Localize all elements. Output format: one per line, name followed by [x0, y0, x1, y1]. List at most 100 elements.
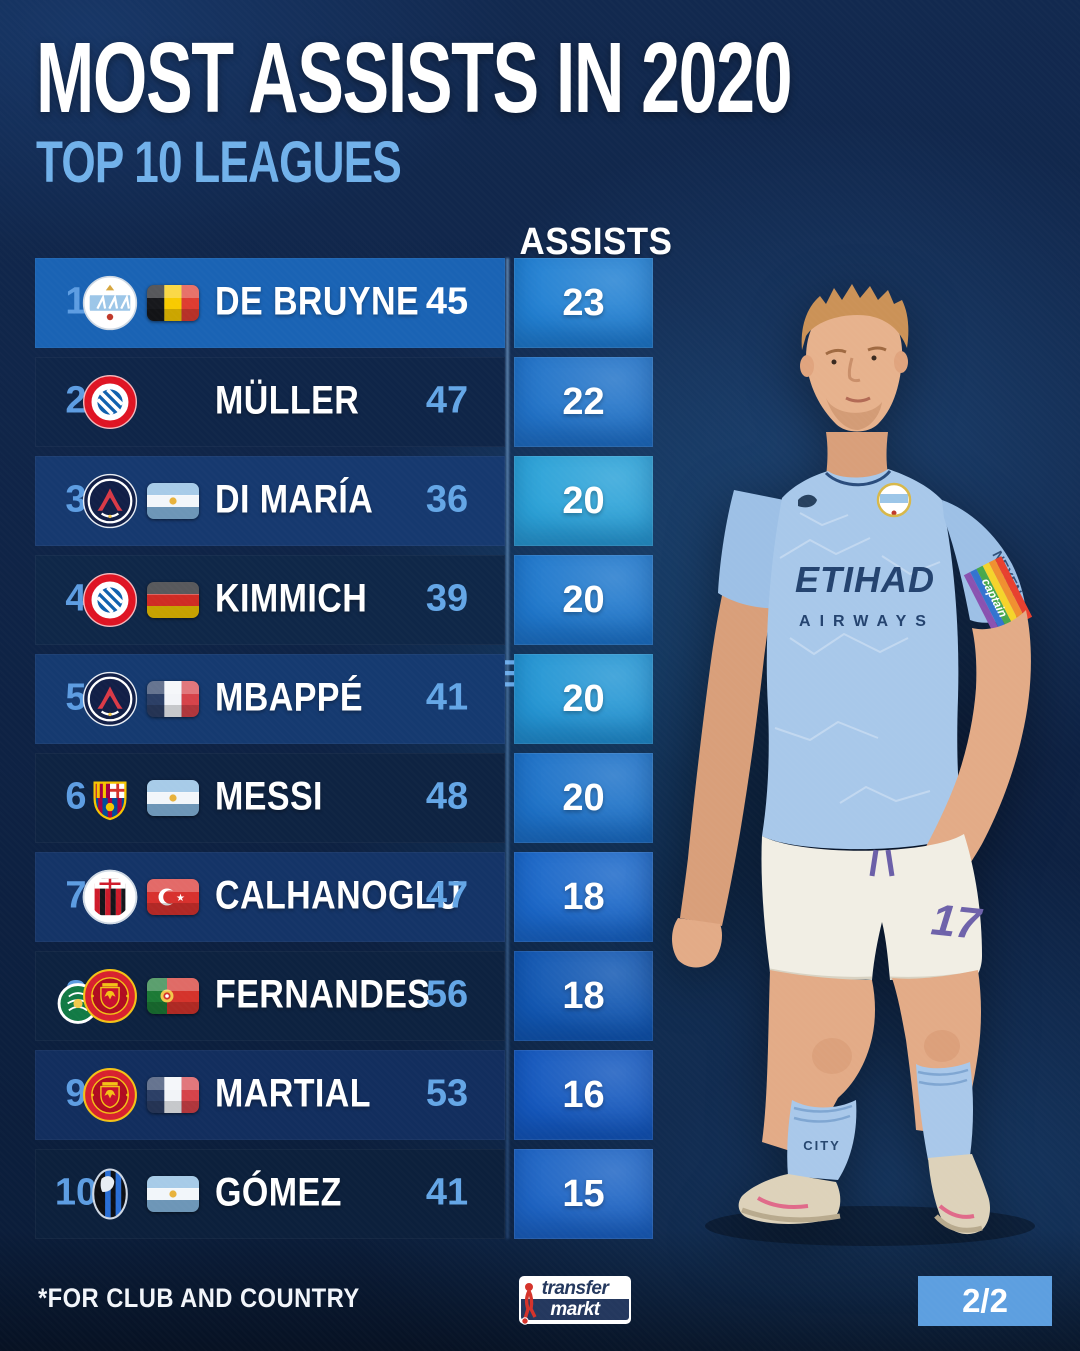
page-subtitle: TOP 10 LEAGUES: [36, 130, 402, 195]
row-background: 7 ★ CALHANOGLU 47: [35, 852, 505, 942]
club-badge: [82, 275, 138, 331]
rank-label: 1: [65, 280, 87, 323]
row-background: 6 MESSI 48: [35, 753, 505, 843]
transfermarkt-logo: transfer markt: [519, 1276, 631, 1325]
club-badge: [82, 671, 138, 727]
country-flag: [147, 1077, 203, 1113]
games-value: 56: [425, 973, 469, 1016]
assists-value: 15: [562, 1172, 605, 1215]
player-name: KIMMICH: [215, 576, 368, 621]
assists-cell: 20: [514, 753, 653, 843]
assists-cell: 20: [514, 555, 653, 645]
player-name: MBAPPÉ: [215, 675, 364, 720]
svg-text:★: ★: [176, 893, 185, 904]
flag-argentina-icon: [147, 780, 199, 816]
club-badge-manchester-united-icon: [83, 969, 137, 1023]
player-name: FERNANDES: [215, 972, 431, 1017]
club-badge: [57, 968, 138, 1024]
flag-portugal-icon: [147, 978, 199, 1014]
flag-germany-icon: [147, 582, 199, 618]
games-value: 36: [425, 478, 469, 521]
country-flag: ★: [147, 879, 203, 915]
club-badge: [82, 1067, 138, 1123]
assists-value: 22: [562, 380, 605, 423]
shirt-sponsor-text: ETIHAD: [795, 559, 935, 600]
page-title: MOST ASSISTS IN 2020: [36, 22, 793, 134]
club-badge: [82, 869, 138, 925]
table-row: 5 MBAPPÉ 41 20: [35, 654, 655, 744]
rank-label: 6: [65, 775, 87, 818]
player-name: CALHANOGLU: [215, 873, 462, 918]
player-name: GÓMEZ: [215, 1170, 342, 1215]
assists-cell: 18: [514, 852, 653, 942]
rank-label: 4: [65, 577, 87, 620]
flag-belgium-icon: [147, 285, 199, 321]
country-flag: [147, 582, 203, 618]
rank-label: 5: [65, 676, 87, 719]
country-flag: [147, 1176, 203, 1212]
club-badge: [82, 473, 138, 529]
assists-cell: 23: [514, 258, 653, 348]
rank-label: 2: [65, 379, 87, 422]
assists-table: 1 DE BRUYNE 45 23 2 MÜLLER 47 22: [35, 258, 655, 1239]
footnote: *FOR CLUB AND COUNTRY: [38, 1283, 360, 1313]
club-badge-bayern-munich-icon: [82, 374, 138, 430]
assists-value: 20: [562, 677, 605, 720]
club-badge-psg-icon: [82, 473, 138, 529]
games-value: 39: [425, 577, 469, 620]
table-row: 6 MESSI 48 20: [35, 753, 655, 843]
player-name: MARTIAL: [215, 1071, 371, 1116]
player-name: DI MARÍA: [215, 477, 374, 522]
table-row: 1 DE BRUYNE 45 23: [35, 258, 655, 348]
assists-value: 18: [562, 974, 605, 1017]
table-row: 2 MÜLLER 47 22: [35, 357, 655, 447]
player-name: MESSI: [215, 774, 323, 819]
assists-value: 23: [562, 281, 605, 324]
sleeve-sponsor-text: NEXEN: [989, 548, 1025, 598]
armband-text: captain: [979, 576, 1011, 620]
rank-label: 9: [65, 1072, 87, 1115]
assists-value: 20: [562, 479, 605, 522]
country-flag: [147, 780, 203, 816]
row-background: 4 KIMMICH 39: [35, 555, 505, 645]
row-background: 8 FERNANDES 56: [35, 951, 505, 1041]
club-badge: [82, 374, 138, 430]
club-badge: [82, 1166, 138, 1222]
row-background: 9 MARTIAL 53: [35, 1050, 505, 1140]
country-flag: [147, 384, 203, 420]
rainbow-captain-armband: captain: [963, 556, 1033, 636]
assists-cell: 22: [514, 357, 653, 447]
assists-value: 20: [562, 776, 605, 819]
country-flag: [147, 483, 203, 519]
table-row: 4 KIMMICH 39 20: [35, 555, 655, 645]
player-illustration: ETIHAD AIRWAYS NEXEN captain: [672, 284, 1035, 1246]
club-badge-barcelona-icon: [93, 781, 127, 821]
assists-value: 20: [562, 578, 605, 621]
assists-cell: 16: [514, 1050, 653, 1140]
table-row: 3 DI MARÍA 36 20: [35, 456, 655, 546]
row-background: 1 DE BRUYNE 45: [35, 258, 505, 348]
shirt-sponsor-subtext: AIRWAYS: [799, 613, 935, 630]
games-value: 53: [425, 1072, 469, 1115]
assists-column-header: ASSISTS: [519, 221, 673, 263]
assists-value: 18: [562, 875, 605, 918]
rank-label: 3: [65, 478, 87, 521]
flag-turkey-icon: ★: [147, 879, 199, 915]
club-badge: [82, 572, 138, 628]
row-background: 10 GÓMEZ 41: [35, 1149, 505, 1239]
table-row: 10 GÓMEZ 41 15: [35, 1149, 655, 1239]
transfermarkt-logo-bottom: markt: [521, 1299, 629, 1320]
table-row: 9 MARTIAL 53 16: [35, 1050, 655, 1140]
assists-column-glow-divider: [506, 258, 509, 1239]
assists-cell: 20: [514, 654, 653, 744]
flag-france-icon: [147, 681, 199, 717]
transfermarkt-figure-icon: [521, 1282, 537, 1325]
row-background: 2 MÜLLER 47: [35, 357, 505, 447]
transfermarkt-logo-top: transfer: [521, 1278, 629, 1299]
rank-label: 7: [65, 874, 87, 917]
games-value: 48: [425, 775, 469, 818]
shorts-number: 17: [929, 895, 985, 949]
table-row: 7 ★ CALHANOGLU 47 18: [35, 852, 655, 942]
club-badge: [82, 770, 138, 826]
